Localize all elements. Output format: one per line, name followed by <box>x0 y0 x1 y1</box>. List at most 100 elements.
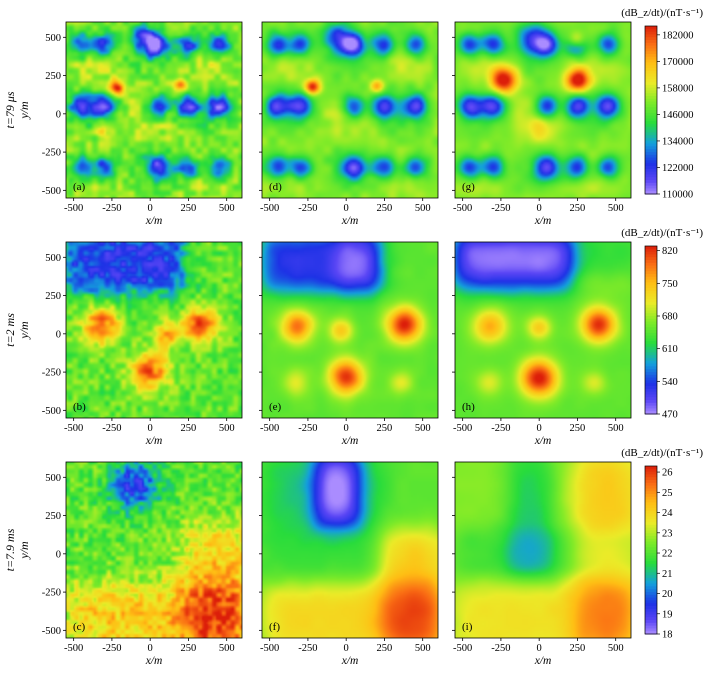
colorbar-segment <box>645 580 657 585</box>
colorbar-segment <box>645 330 657 334</box>
colorbar-segment <box>645 536 657 540</box>
colorbar-segment <box>645 332 657 337</box>
colorbar-segment <box>645 149 657 153</box>
heatmap-panel: -500 -250 0 250 500 x/m (g) <box>452 21 632 227</box>
colorbar-segment <box>645 408 657 412</box>
row-time-label: t=79 μs <box>3 91 17 128</box>
colorbar-segment <box>645 166 657 170</box>
x-tick-label: 250 <box>181 643 197 654</box>
colorbar-segment <box>645 84 657 89</box>
x-axis-label: x/m <box>145 655 163 667</box>
x-axis-label: x/m <box>534 435 552 447</box>
panel-label: (b) <box>73 401 86 413</box>
heatmap-image <box>455 22 631 198</box>
colorbar-segment <box>645 324 657 328</box>
colorbar-segment <box>645 276 657 281</box>
colorbar-segment <box>645 566 657 571</box>
y-tick-label: 500 <box>45 33 61 44</box>
x-tick-label: 250 <box>570 423 586 434</box>
colorbar-segment <box>645 293 657 297</box>
colorbar-segment <box>645 28 657 33</box>
colorbar-segment <box>645 302 657 306</box>
panel-label: (c) <box>73 621 86 633</box>
colorbar-segment <box>645 569 657 573</box>
x-tick-label: 0 <box>537 423 542 434</box>
colorbar-segment <box>645 578 657 582</box>
colorbar-segment <box>645 620 657 624</box>
colorbar-segment <box>645 152 657 156</box>
row-time-label: t=7.9 ms <box>3 528 17 571</box>
y-axis-label: y/m <box>17 321 31 340</box>
colorbar-segment <box>645 391 657 395</box>
colorbar-segment <box>645 471 657 475</box>
x-tick-label: -250 <box>491 423 510 434</box>
x-tick-label: 500 <box>608 203 624 214</box>
colorbar-segment <box>645 377 657 381</box>
heatmap-image <box>455 242 631 418</box>
colorbar-segment <box>645 552 657 557</box>
colorbar-segment <box>645 482 657 487</box>
colorbar-segment <box>645 188 657 192</box>
colorbar-segment <box>645 394 657 398</box>
colorbar-segment <box>645 349 657 353</box>
colorbar-segment <box>645 265 657 269</box>
colorbar-segment <box>645 383 657 387</box>
x-tick-label: 500 <box>219 203 235 214</box>
row-time-label: t=2 ms <box>3 313 17 347</box>
x-axis-label: x/m <box>341 215 359 227</box>
y-tick-label: -500 <box>42 186 61 197</box>
colorbar-segment <box>645 112 657 117</box>
heatmap-image <box>262 462 438 638</box>
x-tick-label: 500 <box>415 643 431 654</box>
colorbar-segment <box>645 524 657 529</box>
x-tick-label: 0 <box>537 203 542 214</box>
colorbar-segment <box>645 56 657 61</box>
colorbar-segment <box>645 594 657 599</box>
colorbar-segment <box>645 174 657 178</box>
x-tick-label: 500 <box>608 643 624 654</box>
colorbar-segment <box>645 468 657 473</box>
colorbar-segment <box>645 402 657 407</box>
panel-label: (a) <box>73 181 86 193</box>
colorbar-segment <box>645 628 657 632</box>
colorbar-segment <box>645 163 657 167</box>
colorbar: 470 540 610 680 750 820 (dB_z/dt)/(nT·s⁻¹) <box>621 227 703 421</box>
colorbar-tick-label: 750 <box>662 279 678 290</box>
colorbar-segment <box>645 480 657 484</box>
colorbar-tick-label: 610 <box>662 344 678 355</box>
colorbar-segment <box>645 606 657 610</box>
colorbar-segment <box>645 592 657 596</box>
panel-label: (d) <box>269 181 282 193</box>
colorbar-frame <box>644 465 658 635</box>
colorbar-segment <box>645 104 657 108</box>
heatmap-image <box>66 462 242 638</box>
colorbar-segment <box>645 617 657 621</box>
colorbar-tick-label: 470 <box>662 410 678 421</box>
x-tick-label: 250 <box>181 203 197 214</box>
colorbar-segment <box>645 355 657 359</box>
panel-frame <box>65 241 243 419</box>
colorbar-tick-label: 820 <box>662 246 678 257</box>
heatmap-panel: -500-500 -250 -250 0 0 250 250 500 500 x/m (a) <box>42 21 243 227</box>
colorbar-segment <box>645 494 657 498</box>
colorbar-segment <box>645 70 657 75</box>
colorbar-segment <box>645 185 657 189</box>
colorbar-segment <box>645 372 657 376</box>
colorbar-segment <box>645 313 657 317</box>
colorbar-segment <box>645 513 657 517</box>
colorbar-segment <box>645 285 657 289</box>
x-tick-label: 0 <box>148 643 153 654</box>
colorbar-segment <box>645 547 657 551</box>
colorbar-title: (dB_z/dt)/(nT·s⁻¹) <box>621 7 703 19</box>
colorbar-segment <box>645 42 657 47</box>
colorbar-segment <box>645 522 657 526</box>
x-tick-label: 250 <box>570 203 586 214</box>
colorbar-segment <box>645 171 657 175</box>
y-tick-label: 250 <box>45 291 61 302</box>
colorbar-segment <box>645 262 657 267</box>
colorbar-segment <box>645 246 657 250</box>
x-tick-label: -500 <box>64 203 83 214</box>
x-tick-label: -250 <box>102 643 121 654</box>
x-tick-label: 250 <box>570 643 586 654</box>
